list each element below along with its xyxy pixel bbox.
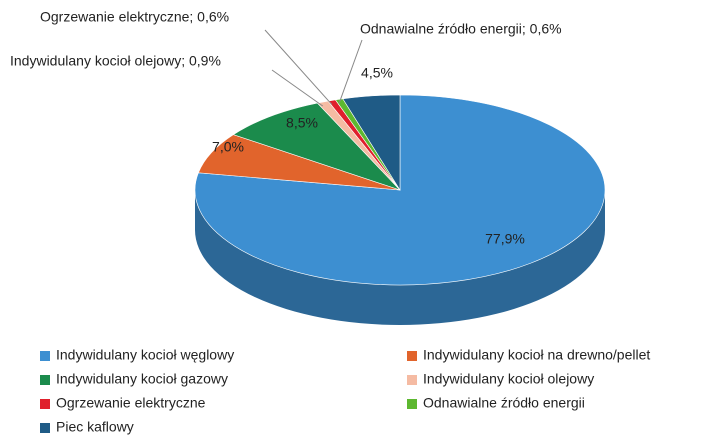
legend-swatch (407, 351, 417, 361)
slice (194, 94, 606, 286)
legend-label: Piec kaflowy (56, 419, 134, 435)
legend-label: Indywidulany kocioł węglowy (56, 347, 234, 363)
legend-swatch (40, 375, 50, 385)
slice (342, 94, 401, 192)
legend-swatch (40, 423, 50, 433)
data-label: 4,5% (361, 65, 393, 81)
legend-label: Indywidulany kocioł olejowy (423, 371, 594, 387)
data-label: 8,5% (286, 115, 318, 131)
legend-swatch (40, 351, 50, 361)
legend-label: Odnawialne źródło energii (423, 395, 585, 411)
data-label: Ogrzewanie elektryczne; 0,6% (40, 9, 229, 25)
legend-swatch (407, 375, 417, 385)
legend-label: Indywidulany kocioł gazowy (56, 371, 228, 387)
legend-swatch (40, 399, 50, 409)
data-label: 77,9% (485, 231, 525, 247)
data-label: Indywidulany kocioł olejowy; 0,9% (10, 53, 221, 69)
leader-line (338, 39, 363, 104)
leader-line (264, 29, 333, 105)
legend-swatch (407, 399, 417, 409)
leader-line (271, 69, 324, 107)
legend-label: Indywidulany kocioł na drewno/pellet (423, 347, 650, 363)
slice-side (195, 190, 605, 325)
slice (232, 102, 401, 191)
data-label: 7,0% (212, 139, 244, 155)
legend-label: Ogrzewanie elektryczne (56, 395, 206, 411)
data-label: Odnawialne źródło energii; 0,6% (360, 21, 562, 37)
